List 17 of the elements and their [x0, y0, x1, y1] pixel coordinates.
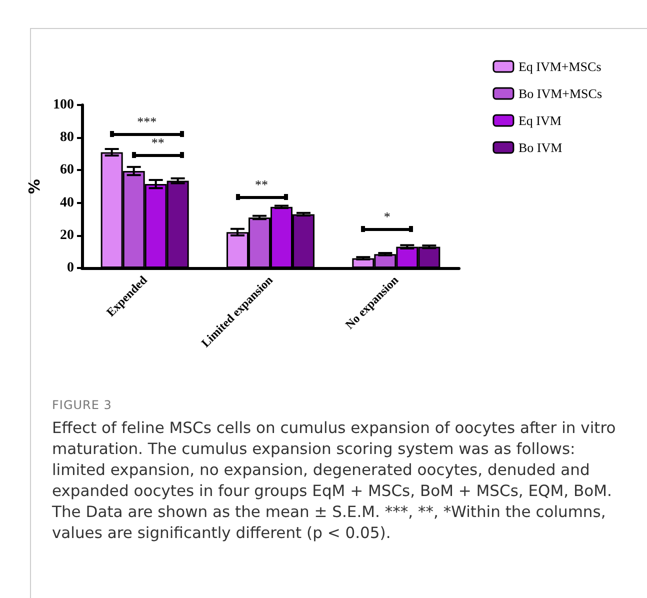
y-tick-label: 20: [60, 228, 74, 243]
legend-label: Eq IVM+MSCs: [518, 59, 602, 74]
annotation: **: [254, 176, 269, 193]
annotation: ***: [136, 114, 158, 130]
legend-label: Bo IVM: [518, 140, 563, 155]
y-tick-label: 0: [67, 260, 74, 276]
legend-label: Eq IVM: [518, 113, 562, 128]
y-tick-label: 40: [60, 195, 74, 210]
y-tick-label: 60: [60, 162, 74, 178]
caption: FIGURE 3: [52, 398, 112, 412]
legend-label: Bo IVM+MSCs: [518, 86, 602, 101]
annotation: *: [382, 209, 392, 226]
y-axis-title: %: [26, 178, 44, 194]
annotation: **: [150, 135, 166, 152]
y-tick-label: 100: [53, 98, 74, 112]
text: Effect of feline MSCs cells on cumulus expansion of oocytes after in vitro maturation. The cumulus expansion scoring system was as follows: limited expansion, no expansion, degenerated oocytes, denuded and expanded oocytes in four groups EqM + MSCs, BoM + MSCs, EQM, BoM. The Data are shown as the mean ± S.E.M. ***, **, *Within the columns, values are significantly different (p < 0.05).: [52, 418, 617, 544]
y-tick-label: 80: [60, 130, 74, 146]
